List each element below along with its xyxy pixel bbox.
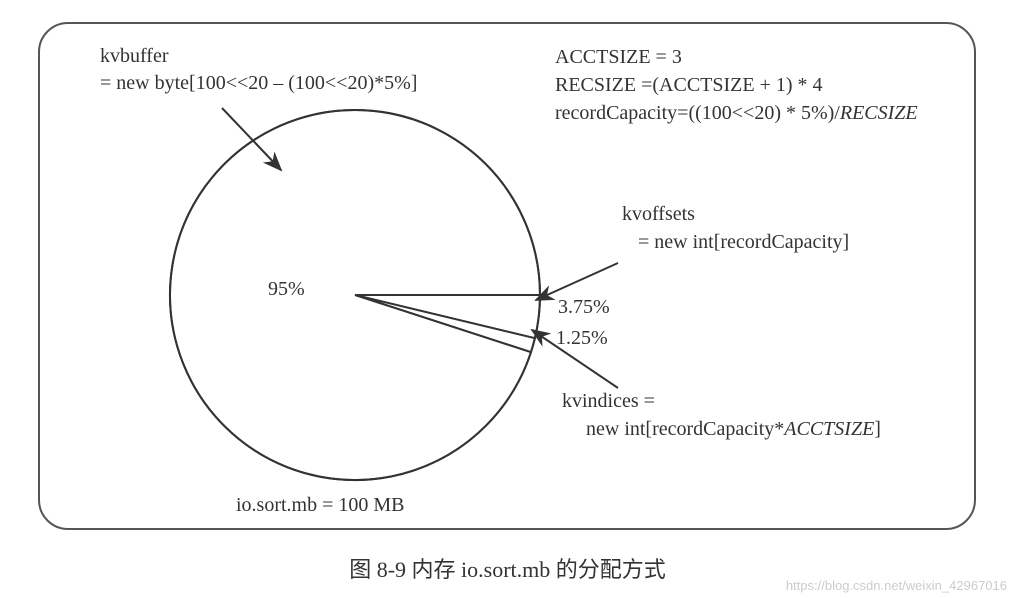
kvbuffer-label-line1: kvbuffer bbox=[100, 45, 169, 68]
slice-label-95: 95% bbox=[268, 278, 305, 301]
slice-label-375: 3.75% bbox=[558, 296, 610, 319]
kvbuffer-label-line2: = new byte[100<<20 – (100<<20)*5%] bbox=[100, 72, 417, 95]
recordcapacity-def: recordCapacity=((100<<20) * 5%)/RECSIZE bbox=[555, 102, 918, 125]
watermark: https://blog.csdn.net/weixin_42967016 bbox=[786, 578, 1007, 593]
kvoffsets-label-line2: = new int[recordCapacity] bbox=[638, 231, 849, 254]
kvindices-label-line2: new int[recordCapacity*ACCTSIZE] bbox=[586, 418, 881, 441]
slice-label-125: 1.25% bbox=[556, 327, 608, 350]
acctsize-def: ACCTSIZE = 3 bbox=[555, 46, 682, 69]
pie-slice-kvbuffer bbox=[170, 110, 540, 480]
bottom-label: io.sort.mb = 100 MB bbox=[236, 494, 405, 517]
pie-group bbox=[170, 110, 540, 480]
recsize-def: RECSIZE =(ACCTSIZE + 1) * 4 bbox=[555, 74, 823, 97]
kvoffsets-label-line1: kvoffsets bbox=[622, 203, 695, 226]
arrow-kvoffsets bbox=[536, 263, 618, 300]
kvindices-label-line1: kvindices = bbox=[562, 390, 655, 413]
